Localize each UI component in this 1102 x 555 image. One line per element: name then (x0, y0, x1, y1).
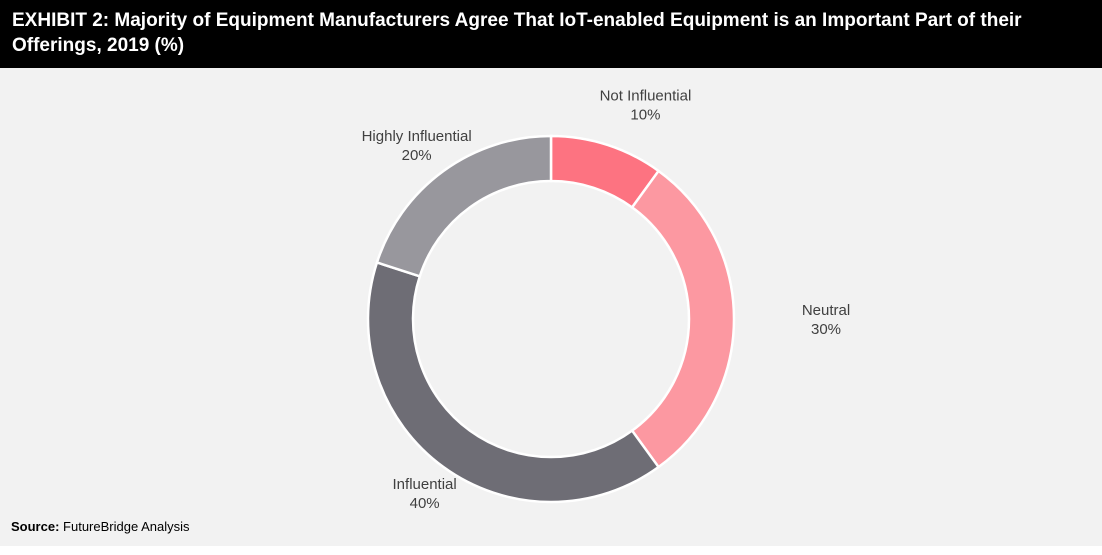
donut-slices (366, 134, 736, 504)
slice-value-influential: 40% (410, 495, 440, 512)
slice-value-neutral: 30% (811, 321, 841, 338)
slice-label-highly-influential: Highly Influential (362, 128, 472, 145)
source-label: Source: (11, 519, 60, 534)
slice-labels: Not Influential 10% Neutral 30% Influential 4… (362, 88, 851, 512)
slice-highly-influential (375, 134, 553, 278)
slice-neutral (630, 169, 736, 469)
slice-influential (366, 260, 661, 504)
slice-label-neutral: Neutral (802, 302, 850, 319)
slice-value-highly-influential: 20% (402, 147, 432, 164)
source-text: FutureBridge Analysis (63, 519, 190, 534)
chart-title: EXHIBIT 2: Majority of Equipment Manufac… (12, 10, 1022, 56)
bottom-strip (0, 546, 1102, 555)
source-note: Source: FutureBridge Analysis (11, 519, 189, 534)
slice-label-not-influential: Not Influential (600, 88, 692, 105)
slice-value-not-influential: 10% (630, 107, 660, 124)
chart-title-bar: EXHIBIT 2: Majority of Equipment Manufac… (0, 0, 1102, 68)
slice-label-influential: Influential (393, 476, 457, 493)
